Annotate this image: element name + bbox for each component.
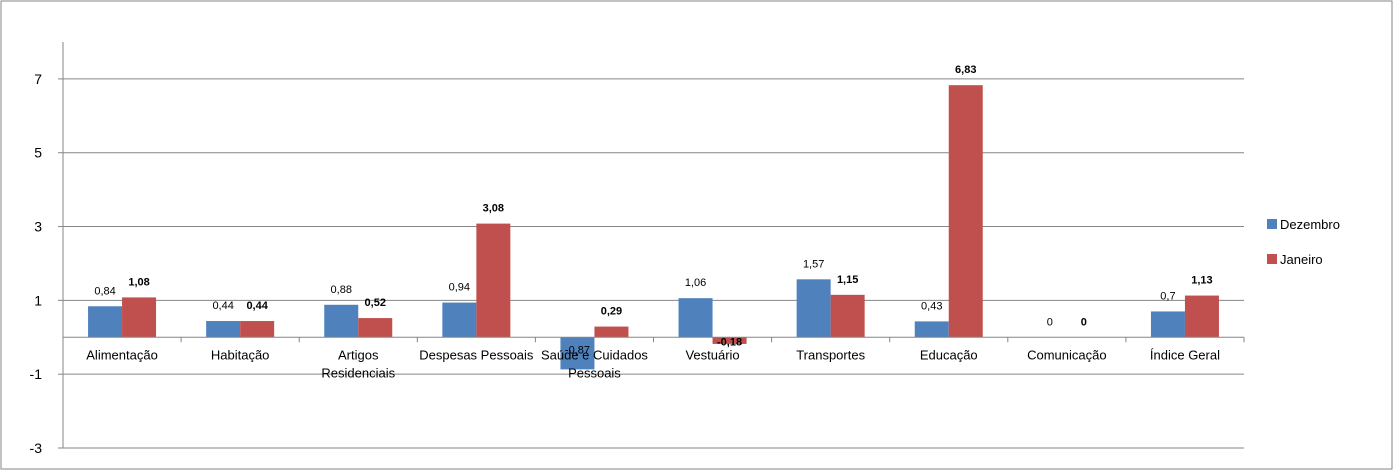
- bar-dezembro: [796, 279, 831, 338]
- bar-janeiro: [122, 297, 157, 338]
- bar-dezembro: [442, 302, 477, 338]
- gridlines: [63, 78, 1244, 449]
- bar-janeiro: [240, 321, 275, 338]
- category-label: Saúde e Cuidados Pessoais: [541, 347, 648, 380]
- data-label: 0,84: [94, 285, 115, 297]
- data-label: -0,18: [717, 336, 742, 348]
- y-tick-label: -3: [30, 440, 43, 456]
- category-label: Artigos Residenciais: [321, 347, 395, 380]
- bar-janeiro: [830, 294, 865, 338]
- y-tick-label: 3: [34, 219, 42, 235]
- data-label: 0,88: [331, 284, 352, 296]
- data-label: 1,57: [803, 258, 824, 270]
- axes: -3 -1 1 3 5 7 Alimentação Habitação Artigos Resid…: [30, 42, 1245, 456]
- bar-dezembro: [914, 321, 949, 338]
- data-label: 0,44: [246, 300, 268, 312]
- category-label: Comunicação: [1027, 347, 1107, 362]
- category-label: Índice Geral: [1150, 347, 1220, 362]
- data-label: 0,44: [212, 300, 233, 312]
- category-label: Educação: [920, 347, 978, 362]
- category-label: Alimentação: [86, 347, 158, 362]
- category-label: Transportes: [796, 347, 865, 362]
- bar-janeiro: [358, 318, 393, 338]
- bar-janeiro: [476, 223, 511, 338]
- data-label: 1,06: [685, 277, 706, 289]
- legend-swatch-dezembro: [1267, 219, 1277, 229]
- bar-dezembro: [206, 321, 241, 338]
- bar-dezembro: [324, 304, 359, 338]
- data-labels: 0,84 0,44 0,88 0,94 -0,87 1,06 1,57 0,43 0 0,7 1,0…: [94, 64, 1212, 356]
- legend: Dezembro Janeiro: [1267, 217, 1340, 267]
- data-label: 0,52: [365, 297, 386, 309]
- data-label: 0,94: [449, 282, 470, 294]
- data-label: 1,08: [128, 276, 149, 288]
- y-tick-label: -1: [30, 366, 43, 382]
- bar-janeiro: [712, 337, 747, 344]
- y-tick-label: 7: [34, 71, 42, 87]
- data-label: -0,87: [565, 344, 590, 356]
- category-label: Vestuário: [685, 347, 739, 362]
- data-label: 6,83: [955, 64, 976, 76]
- bar-janeiro: [948, 85, 983, 338]
- legend-swatch-janeiro: [1267, 254, 1277, 264]
- data-label: 1,15: [837, 274, 858, 286]
- data-label: 0: [1047, 316, 1053, 328]
- data-label: 0,43: [921, 300, 942, 312]
- bar-dezembro: [88, 306, 123, 338]
- bar-dezembro: [560, 337, 595, 370]
- bar-janeiro: [594, 326, 629, 338]
- category-label: Despesas Pessoais: [419, 347, 534, 362]
- data-label: 0: [1081, 316, 1087, 328]
- data-label: 3,08: [483, 203, 504, 215]
- data-label: 0,29: [601, 306, 622, 318]
- legend-label-dezembro: Dezembro: [1280, 217, 1340, 232]
- data-label: 0,7: [1160, 290, 1175, 302]
- y-tick-label: 5: [34, 145, 42, 161]
- bars: [88, 85, 1219, 370]
- bar-dezembro: [678, 298, 713, 338]
- category-label: Habitação: [211, 347, 270, 362]
- data-label: 1,13: [1191, 275, 1212, 287]
- legend-label-janeiro: Janeiro: [1280, 252, 1323, 267]
- y-tick-label: 1: [34, 292, 42, 308]
- bar-dezembro: [1150, 311, 1185, 338]
- bar-janeiro: [1184, 295, 1219, 338]
